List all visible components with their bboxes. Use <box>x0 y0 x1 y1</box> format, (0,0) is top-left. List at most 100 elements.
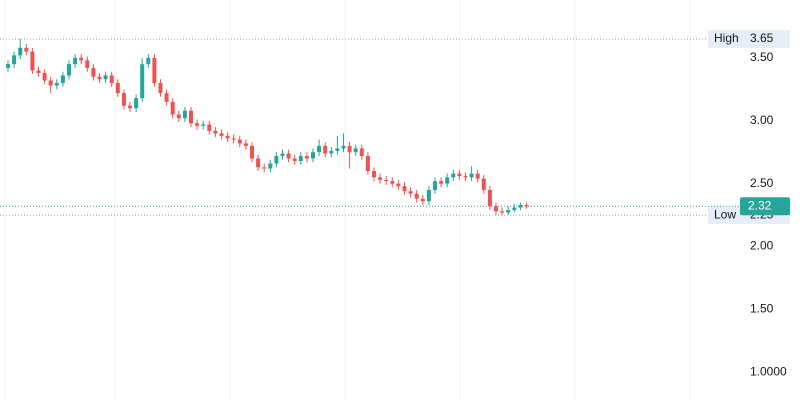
high-label-box <box>708 29 790 48</box>
candle-body <box>54 83 59 86</box>
candle-body <box>30 51 35 71</box>
candle-body <box>378 177 383 180</box>
candle-body <box>12 55 17 65</box>
candle-body <box>60 75 65 84</box>
candle-body <box>256 158 261 168</box>
candle-body <box>243 143 248 146</box>
candle-body <box>292 158 297 162</box>
y-tick-label: 2.00 <box>750 239 774 253</box>
candle-body <box>408 191 413 194</box>
candle-body <box>170 101 175 115</box>
candle-body <box>97 76 102 80</box>
candle-body <box>463 176 468 178</box>
last-price-value: 2.32 <box>748 198 772 212</box>
candle-body <box>195 123 200 126</box>
candle-body <box>518 205 523 208</box>
candle-body <box>158 83 163 94</box>
candle-body <box>298 155 303 162</box>
candle-body <box>323 145 328 154</box>
candle-body <box>146 57 151 65</box>
candle-body <box>128 105 132 109</box>
candle-body <box>164 93 169 102</box>
candle-body <box>353 148 358 153</box>
vertical-grid <box>4 0 691 400</box>
candle-body <box>311 152 315 159</box>
candle-body <box>365 155 370 172</box>
candle-body <box>176 114 181 119</box>
candle-body <box>24 47 29 52</box>
candle-body <box>268 163 273 169</box>
y-tick-label: 1.0000 <box>750 364 787 378</box>
candle-body <box>225 135 230 139</box>
candle-body <box>121 93 126 106</box>
candle-body <box>189 110 193 124</box>
candle-body <box>85 60 90 68</box>
candle-body <box>134 98 139 109</box>
candle-body <box>426 189 431 202</box>
candle-body <box>500 211 505 213</box>
candle-body <box>317 145 322 153</box>
candle-body <box>250 145 254 159</box>
candle-body <box>42 72 47 81</box>
candle-body <box>280 153 285 156</box>
candle-body <box>274 155 279 164</box>
candle-body <box>390 181 395 184</box>
candle-body <box>219 133 224 136</box>
y-tick-label: 3.50 <box>750 50 774 64</box>
low-label: Low <box>714 207 736 221</box>
candle-body <box>182 110 187 119</box>
candle-body <box>201 124 206 126</box>
y-tick-label: 2.50 <box>750 176 774 190</box>
y-tick-label: 1.50 <box>750 302 774 316</box>
candle-body <box>237 139 242 144</box>
candle-body <box>420 198 425 202</box>
candle-body <box>359 148 364 156</box>
candle-body <box>451 173 456 178</box>
candle-body <box>18 47 23 56</box>
candle-body <box>79 57 84 61</box>
candle-body <box>73 57 78 65</box>
candle-body <box>347 145 352 153</box>
candle-body <box>6 64 10 68</box>
high-label: High <box>714 31 739 45</box>
candle-body <box>341 145 346 149</box>
candle-body <box>402 186 407 192</box>
candle-body <box>475 173 480 179</box>
candle-body <box>384 179 389 182</box>
candle-body <box>262 167 267 169</box>
candle-body <box>140 64 145 99</box>
candle-body <box>414 193 419 199</box>
candle-body <box>286 153 291 159</box>
candle-body <box>207 124 212 131</box>
candle-body <box>494 206 498 212</box>
candle-body <box>304 155 309 159</box>
candle-body <box>445 177 450 184</box>
candle-body <box>372 171 376 178</box>
candle-body <box>115 83 120 94</box>
candle-body <box>457 173 462 177</box>
candle-body <box>487 189 492 207</box>
y-tick-label: 3.00 <box>750 113 774 127</box>
candle-body <box>67 64 71 76</box>
candle-body <box>329 150 334 154</box>
candle-body <box>512 207 517 211</box>
candle-body <box>152 57 157 84</box>
high-value: 3.65 <box>750 31 774 45</box>
candle-body <box>48 80 53 86</box>
candle-body <box>36 70 41 73</box>
candle-body <box>524 205 529 207</box>
candle-body <box>469 173 474 178</box>
candle-body <box>439 181 444 184</box>
candle-body <box>335 148 340 151</box>
candle-body <box>213 130 218 134</box>
candle-body <box>433 181 437 190</box>
candle-body <box>231 138 236 140</box>
candle-body <box>91 67 96 77</box>
candle-body <box>103 75 108 80</box>
candle-body <box>481 178 486 190</box>
candle-body <box>396 183 401 187</box>
candle-body <box>506 210 511 213</box>
last-price-box <box>740 197 790 216</box>
